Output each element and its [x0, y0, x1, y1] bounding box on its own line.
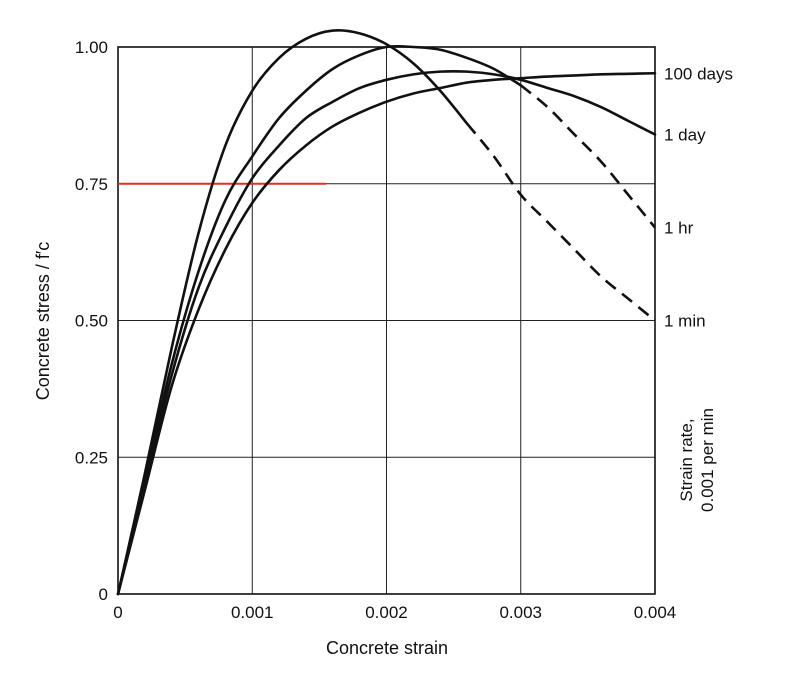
x-axis-label: Concrete strain [326, 638, 448, 658]
series-end-label-1-hr: 1 hr [664, 219, 694, 238]
x-tick-label-3: 0.003 [499, 603, 542, 622]
x-tick-labels: 0 0.001 0.002 0.003 0.004 [113, 603, 676, 622]
right-axis-label-line-2: 0.001 per min [698, 408, 717, 512]
right-axis-label-line-1: Strain rate, [677, 418, 696, 501]
grid [118, 47, 655, 594]
series-group [116, 29, 657, 596]
y-tick-label-3: 0.75 [75, 175, 108, 194]
series-line-1-min [116, 29, 469, 596]
series-line-dashed-1-min [466, 122, 656, 322]
y-axis-label: Concrete stress / f′c [33, 242, 53, 400]
series-line-100-days [116, 71, 657, 596]
series-end-label-1-day: 1 day [664, 126, 706, 145]
series-line-dashed-1-hr [519, 84, 657, 229]
series-end-label-1-min: 1 min [664, 312, 706, 331]
right-axis-label: Strain rate, 0.001 per min [677, 408, 717, 512]
x-tick-label-1: 0.001 [231, 603, 274, 622]
series-end-labels: 1 min 1 hr 1 day 100 days [664, 64, 733, 330]
series-end-label-100-days: 100 days [664, 64, 733, 83]
x-tick-label-4: 0.004 [634, 603, 677, 622]
series-line-1-hr [116, 44, 523, 596]
y-tick-labels: 0 0.25 0.50 0.75 1.00 [75, 38, 108, 604]
x-tick-label-2: 0.002 [365, 603, 408, 622]
x-tick-label-0: 0 [113, 603, 122, 622]
series-line-1-day [116, 69, 657, 596]
y-tick-label-1: 0.25 [75, 448, 108, 467]
y-tick-label-2: 0.50 [75, 312, 108, 331]
y-tick-label-0: 0 [99, 585, 108, 604]
y-tick-label-4: 1.00 [75, 38, 108, 57]
